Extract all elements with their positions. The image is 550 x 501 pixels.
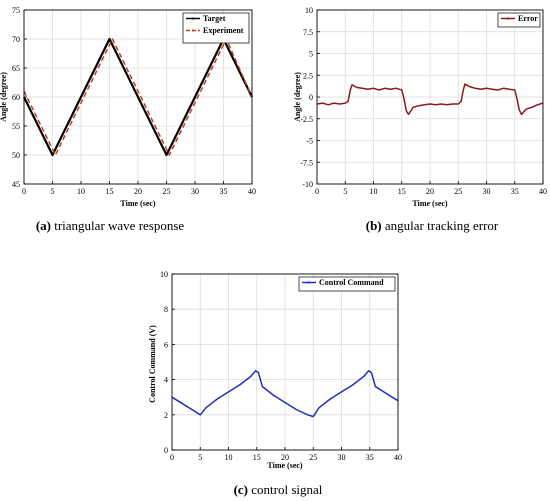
panel-c-caption-text: control signal: [248, 482, 323, 497]
panel-c-series-control-command-line: [171, 370, 399, 418]
panel-c-xtick-label: 35: [366, 453, 374, 462]
panel-c-ylabel: Control Command (V): [148, 325, 157, 403]
panel-c-xtick-label: 20: [281, 453, 289, 462]
panel-a-xtick-label: 30: [191, 187, 199, 196]
panel-c-ytick-label: 2: [164, 411, 168, 420]
panel-a-legend-marker: [191, 29, 195, 32]
panel-a-xtick-label: 40: [248, 187, 256, 196]
panel-a-xtick-label: 35: [220, 187, 228, 196]
panel-a-caption-letter: (a): [36, 218, 51, 233]
panel-c-ytick-label: 4: [164, 376, 168, 385]
panel-a-xtick-label: 0: [22, 187, 26, 196]
panel-b-ytick-label: -5: [306, 137, 313, 146]
panel-a-ytick-label: 45: [12, 180, 20, 189]
panel-a-ytick-label: 50: [12, 151, 20, 160]
panel-b-ytick-label: -7.5: [300, 158, 313, 167]
panel-c-caption-letter: (c): [234, 482, 248, 497]
panel-b-xtick-label: 20: [426, 187, 434, 196]
panel-b-xtick-label: 15: [398, 187, 406, 196]
panel-b-ytick-label: 5: [309, 50, 313, 59]
panel-b-legend-label: Error: [518, 14, 538, 23]
panel-c-ytick-label: 6: [164, 340, 168, 349]
panel-b-ytick-label: -2.5: [300, 115, 313, 124]
panel-a-xtick-label: 15: [106, 187, 114, 196]
panel-c-legend-label: Control Command: [319, 278, 384, 287]
panel-b-ytick-label: 10: [305, 6, 313, 15]
panel-c-xtick-label: 25: [309, 453, 317, 462]
panel-a-caption-text: triangular wave response: [51, 218, 184, 233]
panel-c-caption: (c) control signal: [234, 482, 323, 497]
panel-c-legend-marker: [307, 281, 311, 284]
panel-a-ytick-label: 75: [12, 6, 20, 15]
panel-b-caption-letter: (b): [366, 218, 382, 233]
panel-c-xlabel: Time (sec): [267, 461, 303, 470]
panel-c-ytick-label: 8: [164, 305, 168, 314]
panel-a-ylabel: Angle (degree): [0, 72, 8, 122]
panel-b-xtick-label: 25: [454, 187, 462, 196]
panel-a-xtick-label: 10: [77, 187, 85, 196]
panel-b-tracking-error: 0 5 10 15 20 25 30 35 40 -10 -7.5 -5 -2.5 0 2.5 5 7.5 10 E…: [293, 6, 547, 233]
panel-b-ylabel: Angle (degree): [293, 72, 302, 122]
panel-c-xtick-label: 15: [253, 453, 261, 462]
panel-a-legend-label: Target: [203, 14, 226, 23]
panel-a-series-target-line: [23, 37, 253, 157]
panel-b-xtick-label: 30: [483, 187, 491, 196]
panel-a-xlabel: Time (sec): [120, 199, 156, 208]
panel-a-ytick-label: 70: [12, 35, 20, 44]
panel-c-xtick-label: 5: [198, 453, 202, 462]
panel-b-xtick-label: 5: [343, 187, 347, 196]
panel-c-xtick-label: 0: [170, 453, 174, 462]
panel-c-legend: [298, 276, 396, 292]
panel-b-ytick-label: -10: [302, 180, 313, 189]
panel-c-control-signal: 0 5 10 15 20 25 30 35 40 0 2 4 6 8 10 Control Command T…: [148, 270, 402, 497]
panel-b-ytick-label: 0: [309, 93, 313, 102]
panel-a-triangular-wave: 0 5 10 15 20 25 30 35 40 45 50 55 60 65 70 75 Target Expe…: [0, 6, 256, 233]
panel-c-ytick-label: 0: [164, 446, 168, 455]
panel-a-ytick-label: 55: [12, 122, 20, 131]
panel-c-ytick-label: 10: [160, 270, 168, 279]
panel-b-series-error-line: [316, 83, 544, 116]
panel-c-xtick-label: 30: [338, 453, 346, 462]
panel-b-xtick-label: 0: [315, 187, 319, 196]
panel-b-ytick-label: 7.5: [303, 28, 313, 37]
panel-b-caption-text: angular tracking error: [382, 218, 499, 233]
panel-a-series-experiment-line: [23, 38, 253, 156]
panel-a-xtick-label: 5: [51, 187, 55, 196]
panel-b-xtick-label: 40: [539, 187, 547, 196]
panel-b-xtick-label: 35: [511, 187, 519, 196]
panel-a-legend-label: Experiment: [203, 26, 244, 35]
panel-b-ytick-label: 2.5: [303, 71, 313, 80]
panel-a-ytick-label: 65: [12, 64, 20, 73]
panel-a-ytick-label: 60: [12, 93, 20, 102]
panel-c-xtick-label: 10: [225, 453, 233, 462]
panel-c-xtick-label: 40: [394, 453, 402, 462]
panel-b-xtick-label: 10: [370, 187, 378, 196]
panel-a-caption: (a) triangular wave response: [36, 218, 185, 233]
panel-a-legend-marker: [191, 17, 195, 20]
panel-b-caption: (b) angular tracking error: [366, 218, 499, 233]
panel-a-xtick-label: 25: [163, 187, 171, 196]
panel-b-legend-marker: [506, 17, 510, 20]
panel-b-xlabel: Time (sec): [412, 199, 448, 208]
panel-b-legend: [497, 12, 541, 28]
panel-a-xtick-label: 20: [134, 187, 142, 196]
